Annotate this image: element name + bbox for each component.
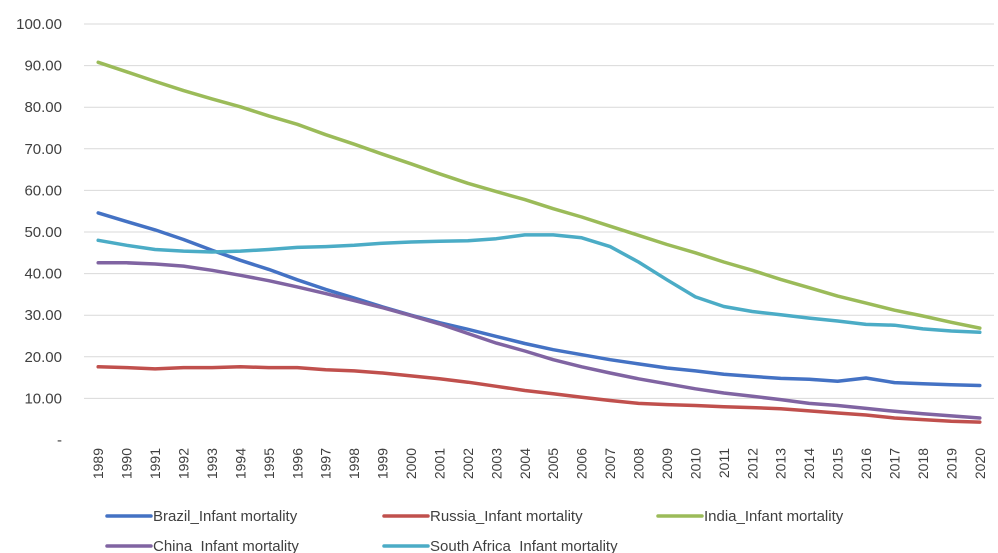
x-tick-label: 2019 [943, 448, 959, 479]
x-tick-label: 1995 [261, 448, 277, 479]
y-tick-label: 90.00 [24, 58, 62, 75]
series-brazil-infant-mortality [96, 211, 982, 388]
legend-label: Russia_Infant mortality [430, 508, 583, 525]
x-tick-label: 2006 [574, 448, 590, 479]
x-tick-label: 1991 [147, 448, 163, 479]
x-tick-label: 2009 [659, 448, 675, 479]
legend-item: China_Infant mortality [105, 538, 299, 553]
x-tick-label: 2010 [687, 448, 703, 479]
x-tick-label: 1997 [318, 448, 334, 479]
series-india-infant-mortality [96, 60, 982, 330]
y-tick-label: 20.00 [24, 349, 62, 366]
legend-label: India_Infant mortality [704, 508, 844, 525]
series-line [96, 60, 982, 330]
x-tick-label: 2011 [716, 448, 732, 478]
y-tick-label: 70.00 [24, 141, 62, 158]
x-tick-label: 2018 [915, 448, 931, 479]
series-lines [96, 60, 982, 424]
x-tick-label: 1994 [232, 448, 248, 479]
x-tick-label: 2003 [488, 448, 504, 479]
x-tick-label: 2005 [545, 448, 561, 479]
y-tick-label: 80.00 [24, 99, 62, 116]
series-china-infant-mortality [96, 261, 982, 420]
x-tick-label: 2017 [886, 448, 902, 479]
x-tick-label: 1996 [289, 448, 305, 479]
legend-label: China_Infant mortality [153, 538, 299, 553]
y-tick-label: - [57, 432, 62, 449]
y-tick-label: 50.00 [24, 224, 62, 241]
y-axis-tick-labels: - 10.00 20.00 30.00 40.00 50.00 60.00 70.00 80.0… [16, 16, 62, 449]
legend-item: India_Infant mortality [656, 508, 844, 525]
x-tick-label: 2015 [830, 448, 846, 479]
x-tick-label: 2000 [403, 448, 419, 479]
y-tick-label: 100.00 [16, 16, 62, 33]
gridlines [84, 23, 994, 399]
x-tick-label: 1992 [176, 448, 192, 479]
x-tick-label: 1999 [375, 448, 391, 479]
legend-label: Brazil_Infant mortality [153, 508, 298, 525]
x-tick-label: 2004 [517, 448, 533, 479]
x-tick-label: 2012 [744, 448, 760, 479]
legend-item: Brazil_Infant mortality [105, 508, 298, 525]
legend-label: South Africa_Infant mortality [430, 538, 618, 553]
x-tick-label: 2014 [801, 448, 817, 479]
y-tick-label: 30.00 [24, 307, 62, 324]
x-tick-label: 2002 [460, 448, 476, 479]
y-tick-label: 10.00 [24, 390, 62, 407]
x-tick-label: 2013 [773, 448, 789, 479]
x-tick-label: 2001 [431, 448, 447, 479]
y-tick-label: 60.00 [24, 182, 62, 199]
x-tick-label: 2016 [858, 448, 874, 479]
legend-item: South Africa_Infant mortality [382, 538, 618, 553]
legend-item: Russia_Infant mortality [382, 508, 583, 525]
x-tick-label: 2008 [631, 448, 647, 479]
x-tick-label: 2020 [972, 448, 988, 479]
y-tick-label: 40.00 [24, 266, 62, 283]
legend: Brazil_Infant mortality Russia_Infant mor… [105, 508, 844, 553]
series-line [96, 261, 982, 420]
series-russia-infant-mortality [96, 365, 982, 424]
x-tick-label: 1990 [119, 448, 135, 479]
x-tick-label: 1989 [90, 448, 106, 479]
x-tick-label: 2007 [602, 448, 618, 479]
series-south-africa-infant-mortality [96, 233, 982, 335]
series-line [96, 211, 982, 388]
x-tick-label: 1993 [204, 448, 220, 479]
x-axis-tick-labels: 1989 1990 1991 1992 1993 1994 1995 1996 1997 1998… [90, 448, 988, 479]
series-line [96, 365, 982, 424]
series-line [96, 233, 982, 335]
x-tick-label: 1998 [346, 448, 362, 479]
